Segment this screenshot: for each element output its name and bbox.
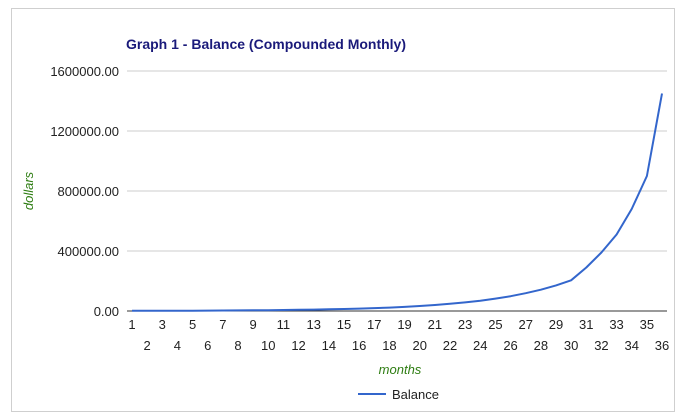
x-tick-label: 13: [306, 317, 320, 332]
x-tick-label: 20: [412, 338, 426, 353]
x-tick-label: 15: [337, 317, 351, 332]
x-tick-label: 8: [234, 338, 241, 353]
legend: Balance: [358, 387, 439, 402]
y-tick-label: 800000.00: [58, 184, 119, 199]
series-lines: [132, 93, 663, 312]
x-tick-label: 25: [488, 317, 502, 332]
x-tick-label: 36: [655, 338, 669, 353]
chart-frame: Graph 1 - Balance (Compounded Monthly) 0…: [11, 8, 675, 412]
series-line-balance: [132, 93, 663, 312]
x-tick-label: 21: [428, 317, 442, 332]
line-chart: Graph 1 - Balance (Compounded Monthly) 0…: [21, 36, 669, 402]
x-tick-label: 19: [397, 317, 411, 332]
y-tick-label: 400000.00: [58, 244, 119, 259]
gridlines: [127, 70, 667, 312]
x-tick-label: 17: [367, 317, 381, 332]
y-axis-label: dollars: [21, 171, 36, 210]
x-tick-label: 3: [159, 317, 166, 332]
x-tick-label: 28: [534, 338, 548, 353]
x-tick-label: 33: [609, 317, 623, 332]
x-tick-label: 22: [443, 338, 457, 353]
x-tick-label: 9: [250, 317, 257, 332]
x-tick-label: 35: [640, 317, 654, 332]
x-tick-label: 32: [594, 338, 608, 353]
x-tick-label: 16: [352, 338, 366, 353]
x-tick-label: 2: [144, 338, 151, 353]
y-tick-label: 1600000.00: [50, 64, 119, 79]
x-tick-label: 4: [174, 338, 181, 353]
x-tick-label: 29: [549, 317, 563, 332]
x-tick-label: 31: [579, 317, 593, 332]
y-tick-label: 1200000.00: [50, 124, 119, 139]
x-tick-label: 1: [128, 317, 135, 332]
x-tick-label: 5: [189, 317, 196, 332]
x-axis-label: months: [379, 362, 422, 377]
x-tick-label: 6: [204, 338, 211, 353]
y-axis-ticks: 0.00 400000.00 800000.00 1200000.00 1600000.…: [50, 64, 119, 319]
x-tick-label: 24: [473, 338, 487, 353]
x-tick-label: 7: [219, 317, 226, 332]
x-tick-label: 11: [277, 317, 291, 332]
x-tick-label: 10: [261, 338, 275, 353]
legend-label-balance: Balance: [392, 387, 439, 402]
x-tick-label: 23: [458, 317, 472, 332]
x-tick-label: 14: [322, 338, 336, 353]
x-axis-ticks: 1234567891011121314151617181920212223242…: [128, 317, 669, 353]
chart-title: Graph 1 - Balance (Compounded Monthly): [126, 36, 406, 52]
x-tick-label: 27: [518, 317, 532, 332]
x-tick-label: 12: [291, 338, 305, 353]
y-tick-label: 0.00: [94, 304, 119, 319]
x-tick-label: 34: [624, 338, 638, 353]
x-tick-label: 26: [503, 338, 517, 353]
x-tick-label: 18: [382, 338, 396, 353]
x-tick-label: 30: [564, 338, 578, 353]
